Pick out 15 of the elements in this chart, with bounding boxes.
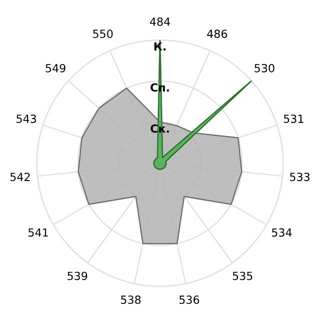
spoke-label: 538 <box>121 296 141 304</box>
spoke-label: 536 <box>179 296 200 304</box>
spoke-label: 539 <box>68 272 88 280</box>
spoke-label: 534 <box>272 228 292 237</box>
spoke-label: 531 <box>284 114 304 123</box>
spoke-label: 542 <box>10 172 30 182</box>
spoke-label: 486 <box>207 30 228 38</box>
spoke-label: 530 <box>254 64 274 72</box>
spoke-label: 543 <box>16 114 36 123</box>
spoke-label: 484 <box>150 17 170 26</box>
spoke-label: 533 <box>290 172 310 182</box>
spoke-label: 541 <box>28 228 48 237</box>
spoke-label: 549 <box>46 64 66 72</box>
spoke-label: 550 <box>93 30 113 38</box>
spoke-label: 535 <box>232 272 252 280</box>
